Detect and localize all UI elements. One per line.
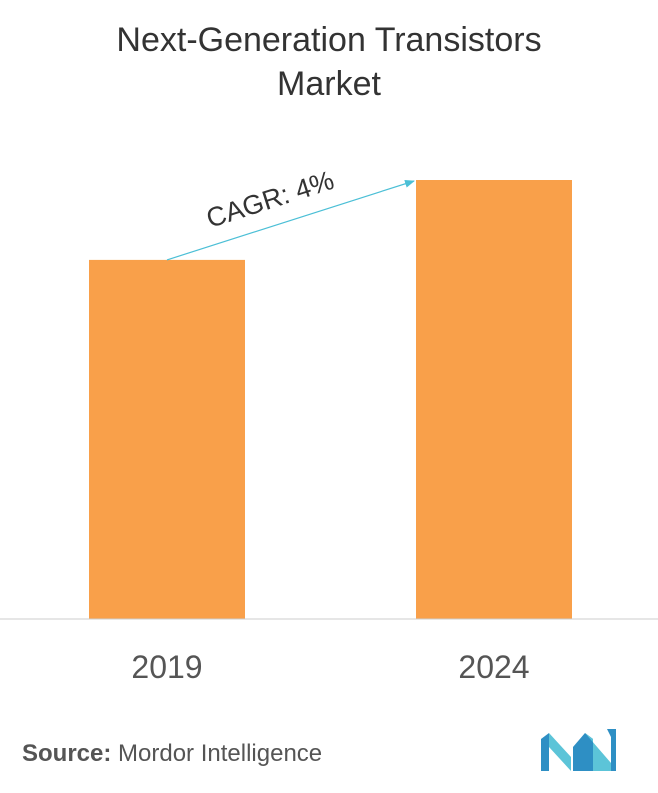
chart-title: Next-Generation Transistors Market	[0, 18, 658, 106]
cagr-arrow	[166, 179, 415, 261]
x-tick-label-2019: 2019	[131, 649, 202, 685]
chart-title-line1: Next-Generation Transistors	[116, 21, 542, 59]
bars-group	[89, 180, 572, 619]
source-text: Mordor Intelligence	[118, 740, 323, 767]
x-tick-labels: 2019 2024	[131, 649, 529, 685]
mordor-intelligence-logo-icon	[541, 729, 616, 771]
bar-2019	[89, 259, 245, 619]
source-line: Source: Mordor Intelligence	[22, 740, 322, 768]
bar-2024	[416, 180, 572, 619]
source-label: Source:	[22, 740, 112, 767]
x-tick-label-2024: 2024	[458, 649, 529, 685]
chart-title-line2: Market	[277, 65, 381, 103]
cagr-annotation: CAGR: 4%	[203, 165, 338, 234]
